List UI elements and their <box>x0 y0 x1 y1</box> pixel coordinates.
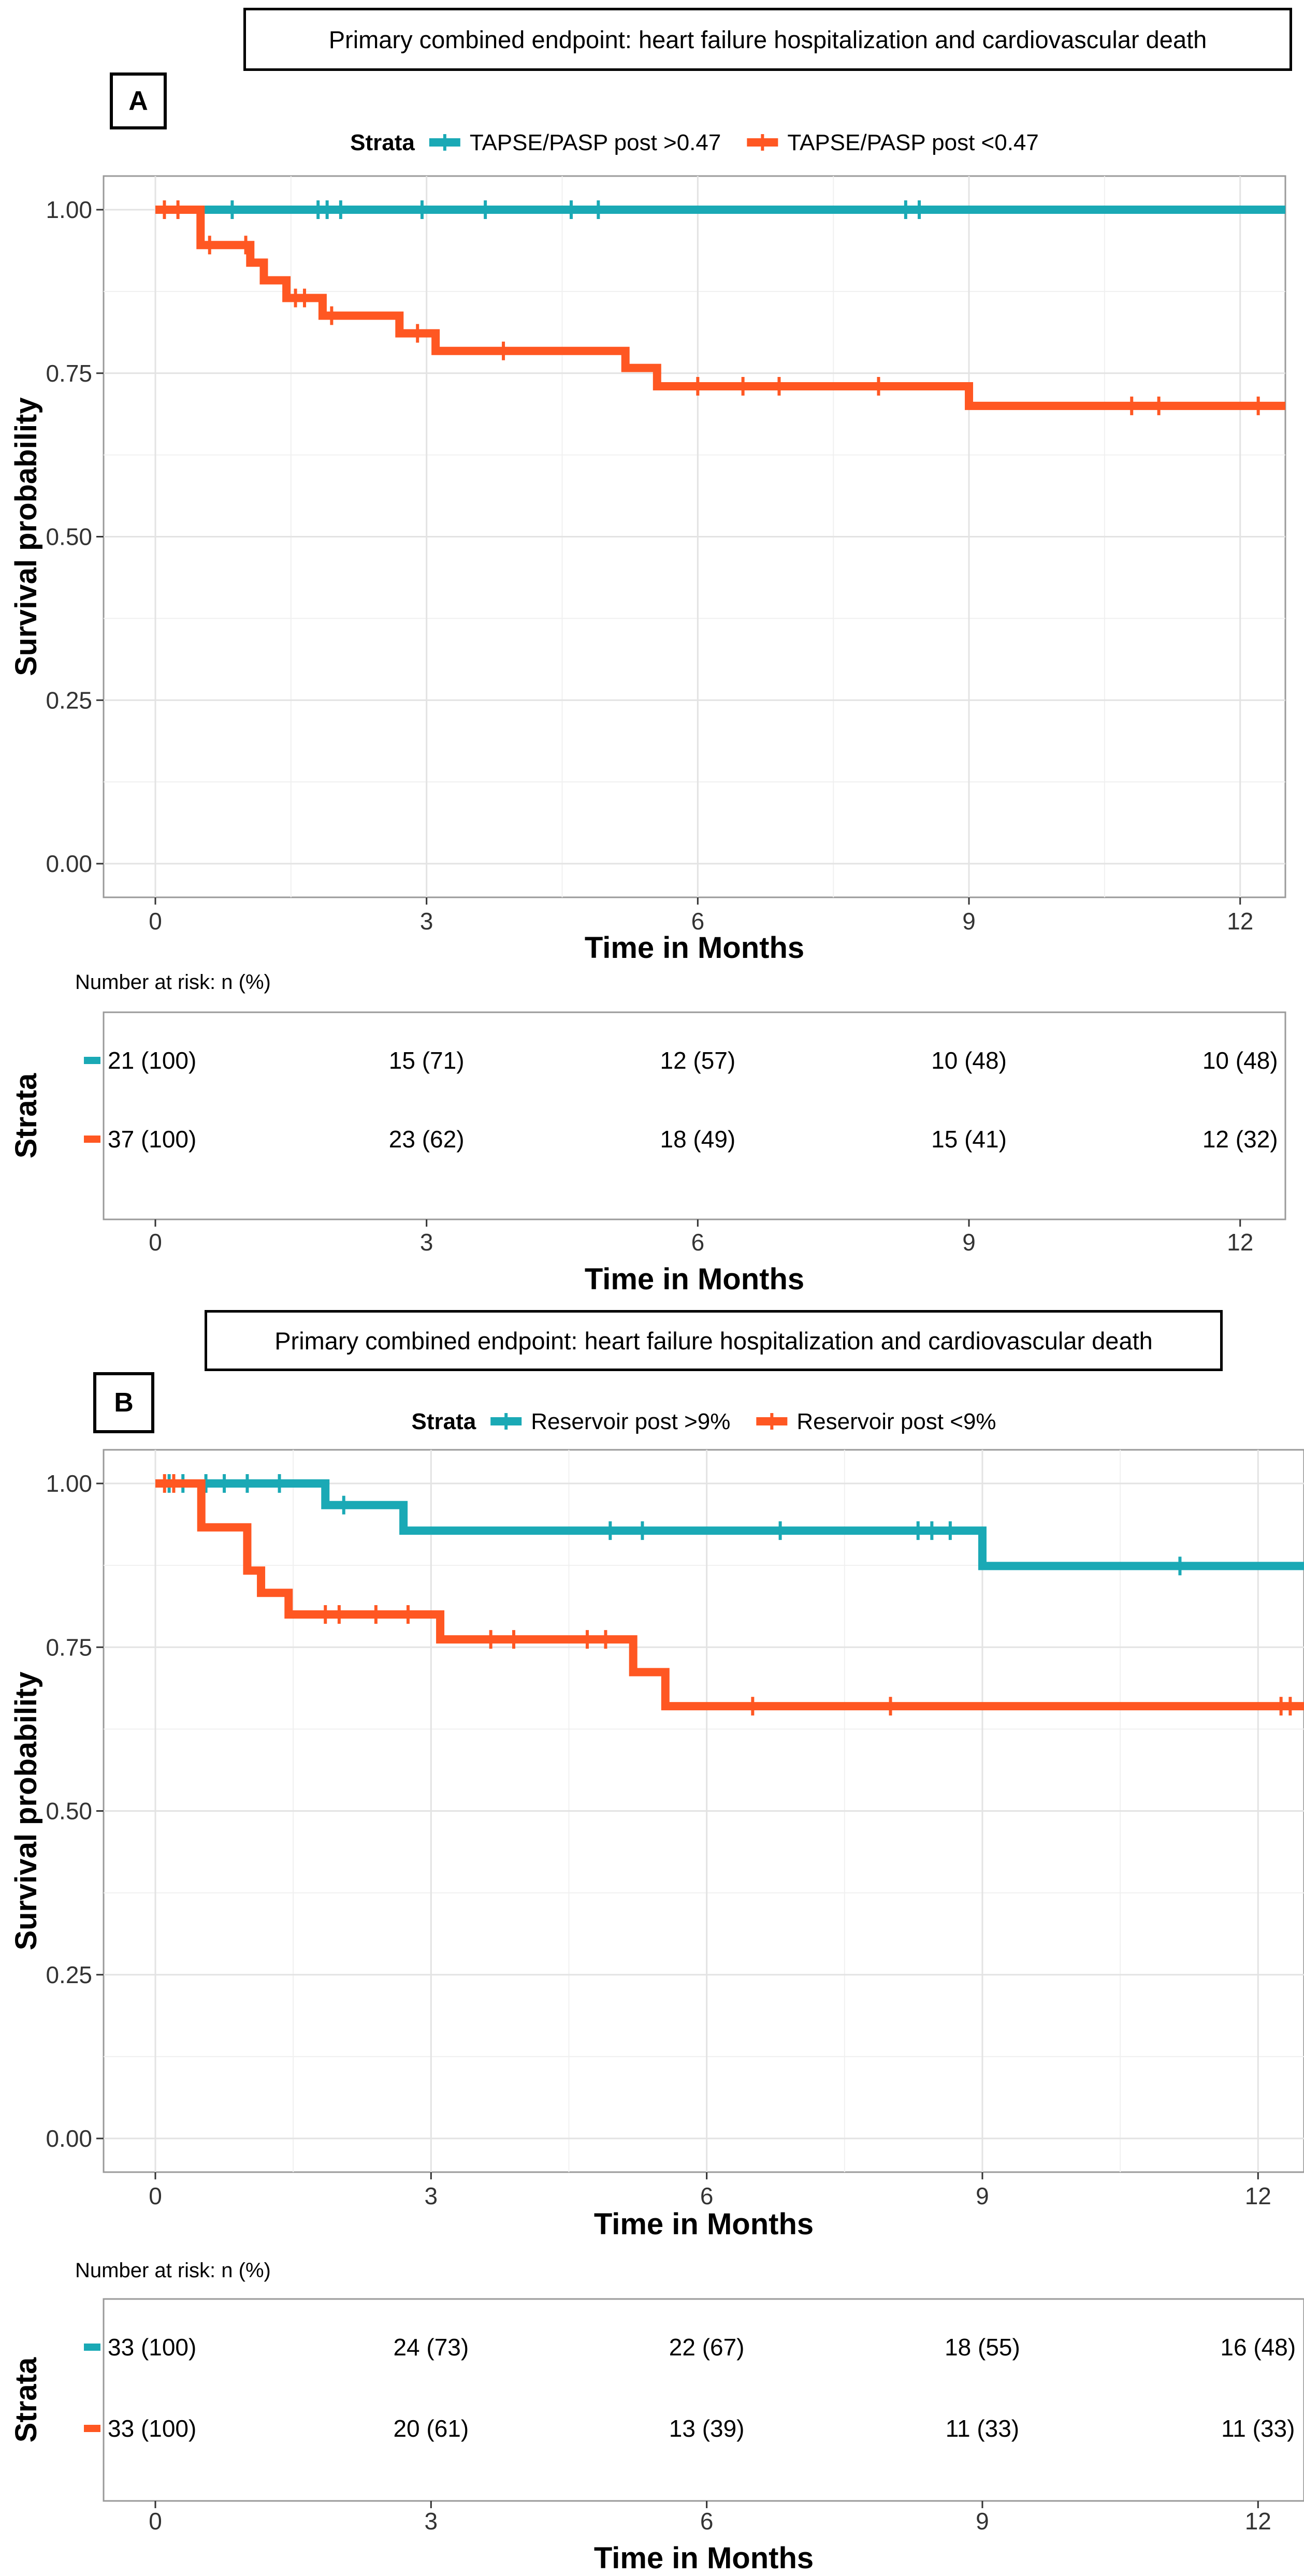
risk-table-cell: 10 (48) <box>931 1047 1007 1074</box>
risk-table-cell: 13 (39) <box>669 2415 745 2442</box>
y-tick-label: 0.50 <box>46 523 92 550</box>
panel-b-figure: 0 3 6 9 12 0.00 0.25 0.50 0.75 1.00 Time in Months… <box>9 1409 1304 2575</box>
risk-table-cell: 12 (32) <box>1202 1126 1278 1153</box>
x-tick-label: 9 <box>976 2182 989 2209</box>
risk-table-cell: 37 (100) <box>108 1126 196 1153</box>
y-tick-label: 0.75 <box>46 360 92 387</box>
risk-table-cell: 10 (48) <box>1202 1047 1278 1074</box>
x-axis-title: Time in Months <box>585 931 804 965</box>
x-tick-label: 6 <box>691 908 705 935</box>
risk-table-cell: 18 (49) <box>660 1126 735 1153</box>
legend-swatch-series-1 <box>490 1413 522 1430</box>
panel-a-figure: 0 3 6 9 12 0.00 0.25 0.50 0.75 1.00 Time in Months… <box>9 130 1286 1296</box>
x-tick-label: 3 <box>425 2182 438 2209</box>
y-axis-title: Survival probability <box>9 1671 43 1950</box>
risk-table-x-axis-title: Time in Months <box>585 1262 804 1296</box>
x-tick-label: 0 <box>149 2182 162 2209</box>
risk-table-cell: 21 (100) <box>108 1047 196 1074</box>
risk-table-x-tick-label: 0 <box>149 2508 162 2535</box>
risk-table-title: Number at risk: n (%) <box>75 971 271 994</box>
y-tick-label: 0.50 <box>46 1798 92 1825</box>
risk-table-cell: 15 (41) <box>931 1126 1007 1153</box>
risk-table-title: Number at risk: n (%) <box>75 2259 271 2282</box>
legend: Strata Reservoir post >9% Reservoir post <… <box>411 1409 996 1434</box>
y-axis-title: Survival probability <box>9 397 43 676</box>
risk-table-cell: 18 (55) <box>945 2334 1020 2361</box>
x-tick-label: 0 <box>149 908 162 935</box>
legend-label-series-2: Reservoir post <9% <box>796 1409 996 1434</box>
risk-table-x-tick-label: 9 <box>962 1229 976 1256</box>
y-tick-label: 1.00 <box>46 1470 92 1497</box>
survival-curve-series-1 <box>155 1479 1304 1570</box>
x-tick-label: 3 <box>420 908 433 935</box>
risk-table-cell: 23 (62) <box>389 1126 465 1153</box>
x-tick-label: 6 <box>700 2182 714 2209</box>
risk-table-cell: 33 (100) <box>108 2415 196 2442</box>
y-tick-label: 0.25 <box>46 1961 92 1988</box>
legend-title: Strata <box>411 1409 476 1434</box>
risk-table-cell: 12 (57) <box>660 1047 735 1074</box>
risk-table-cell: 33 (100) <box>108 2334 196 2361</box>
y-tick-label: 0.00 <box>46 2125 92 2152</box>
panel-a-header: Primary combined endpoint: heart failure… <box>243 8 1292 71</box>
x-tick-label: 12 <box>1245 2182 1271 2209</box>
risk-table-strata-label: Strata <box>9 2357 43 2442</box>
legend-title: Strata <box>350 130 415 155</box>
panel-b-header: Primary combined endpoint: heart failure… <box>205 1310 1223 1371</box>
y-tick-label: 1.00 <box>46 196 92 223</box>
risk-table-x-tick-label: 3 <box>425 2508 438 2535</box>
y-tick-label: 0.75 <box>46 1634 92 1661</box>
legend-swatch-series-1 <box>429 134 460 151</box>
risk-table-frame <box>103 2298 1304 2502</box>
risk-table-x-tick-label: 9 <box>976 2508 989 2535</box>
legend: Strata TAPSE/PASP post >0.47 TAPSE/PASP po… <box>350 130 1039 155</box>
risk-table-x-tick-label: 0 <box>149 1229 162 1256</box>
x-axis-title: Time in Months <box>594 2207 814 2241</box>
risk-table-x-tick-label: 12 <box>1245 2508 1271 2535</box>
legend-label-series-1: TAPSE/PASP post >0.47 <box>470 130 721 155</box>
panel-a-label: A <box>110 72 167 129</box>
risk-table-strata-label: Strata <box>9 1073 43 1158</box>
risk-table-x-tick-label: 12 <box>1227 1229 1253 1256</box>
risk-table-frame <box>103 1011 1286 1220</box>
legend-swatch-series-2 <box>747 134 778 151</box>
risk-table-x-axis-title: Time in Months <box>594 2541 814 2575</box>
survival-curve-series-2 <box>155 206 1285 410</box>
risk-table-cell: 16 (48) <box>1220 2334 1296 2361</box>
legend-swatch-series-2 <box>756 1413 788 1430</box>
y-tick-label: 0.00 <box>46 850 92 877</box>
risk-table-cell: 11 (33) <box>1221 2415 1295 2442</box>
risk-table-cell: 11 (33) <box>946 2415 1019 2442</box>
y-tick-label: 0.25 <box>46 687 92 714</box>
risk-table-cell: 22 (67) <box>669 2334 745 2361</box>
risk-table-cell: 20 (61) <box>393 2415 469 2442</box>
risk-table-x-tick-label: 3 <box>420 1229 433 1256</box>
risk-table-cell: 15 (71) <box>389 1047 465 1074</box>
legend-label-series-2: TAPSE/PASP post <0.47 <box>787 130 1039 155</box>
risk-table-cell: 24 (73) <box>393 2334 469 2361</box>
legend-label-series-1: Reservoir post >9% <box>531 1409 730 1434</box>
survival-curve-series-2 <box>155 1479 1304 1711</box>
risk-table-x-tick-label: 6 <box>691 1229 705 1256</box>
x-tick-label: 12 <box>1227 908 1253 935</box>
panel-b-label: B <box>93 1372 154 1433</box>
x-tick-label: 9 <box>962 908 976 935</box>
risk-table-x-tick-label: 6 <box>700 2508 714 2535</box>
